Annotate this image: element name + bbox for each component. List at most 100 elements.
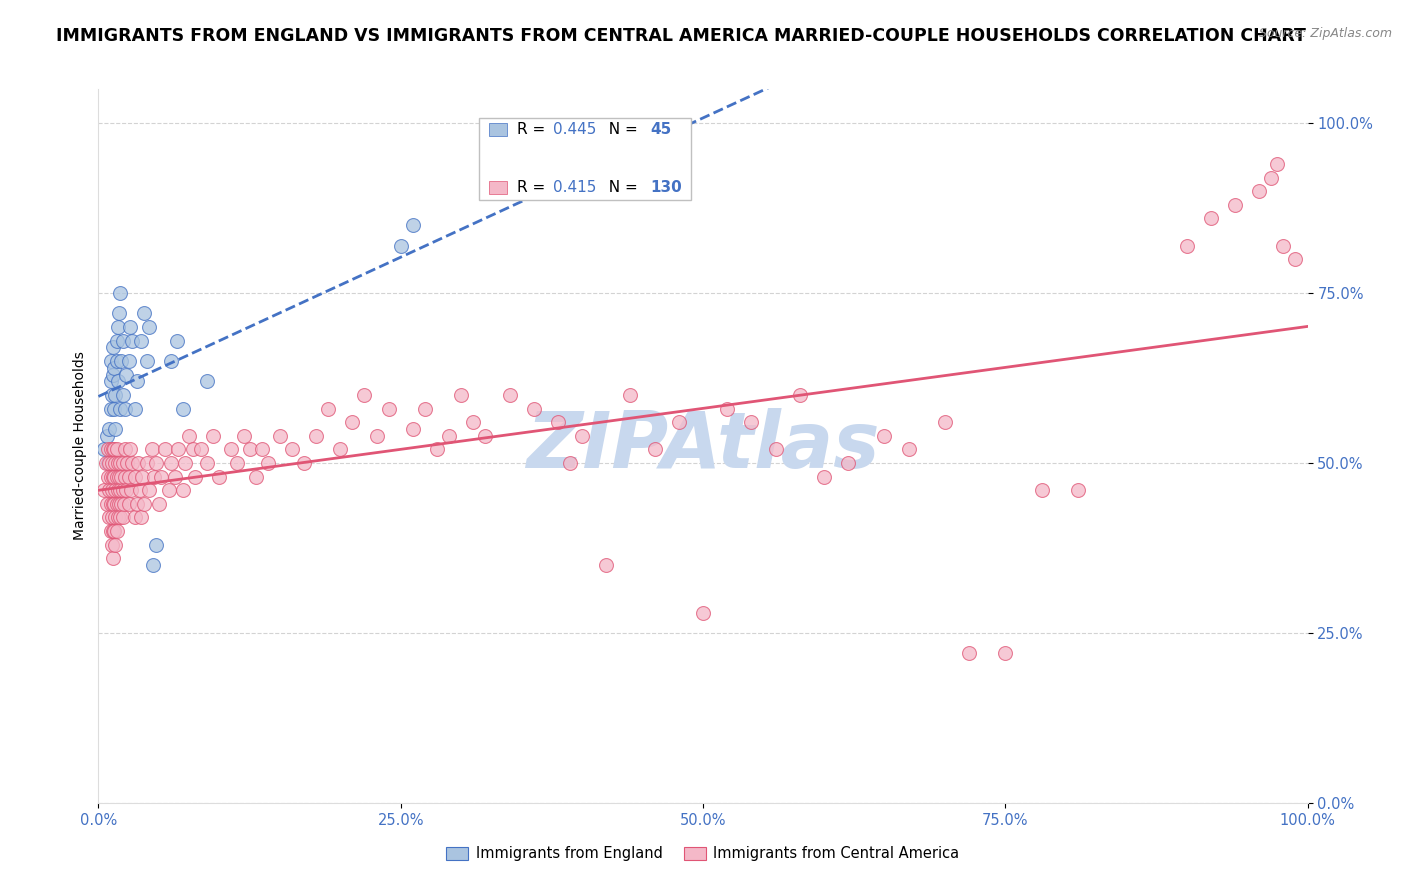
Point — [232, 429, 254, 443]
Point — [104, 483, 127, 498]
Point — [107, 375, 129, 389]
Point — [97, 469, 120, 483]
Point — [131, 469, 153, 483]
Point — [239, 442, 262, 457]
Point — [174, 456, 197, 470]
Text: N =: N = — [599, 180, 643, 195]
Point — [108, 306, 131, 320]
Point — [208, 469, 231, 483]
Point — [135, 354, 157, 368]
Point — [153, 442, 176, 457]
Y-axis label: Married-couple Households: Married-couple Households — [73, 351, 87, 541]
Point — [145, 456, 167, 470]
Point — [97, 442, 120, 457]
Point — [104, 537, 127, 551]
Point — [127, 456, 149, 470]
Point — [103, 401, 125, 416]
Point — [644, 442, 666, 457]
Point — [100, 469, 122, 483]
Point — [1175, 238, 1198, 252]
Point — [897, 442, 920, 457]
Point — [93, 442, 115, 457]
Point — [114, 401, 136, 416]
Point — [100, 537, 122, 551]
Point — [716, 401, 738, 416]
Point — [111, 510, 134, 524]
Point — [668, 415, 690, 429]
Point — [111, 388, 134, 402]
Point — [167, 442, 190, 457]
Point — [134, 497, 156, 511]
Point — [145, 537, 167, 551]
Point — [101, 524, 124, 538]
Point — [873, 429, 896, 443]
Text: R =: R = — [517, 122, 550, 137]
Point — [127, 375, 149, 389]
Point — [305, 429, 328, 443]
Point — [118, 354, 141, 368]
Point — [96, 429, 118, 443]
Point — [957, 646, 980, 660]
Point — [97, 456, 120, 470]
Point — [118, 497, 141, 511]
Point — [166, 334, 188, 348]
Point — [124, 510, 146, 524]
Point — [426, 442, 449, 457]
Point — [124, 469, 146, 483]
Point — [111, 334, 134, 348]
Point — [107, 456, 129, 470]
Point — [101, 497, 124, 511]
Point — [100, 354, 122, 368]
Point — [138, 483, 160, 498]
Point — [108, 286, 131, 301]
Point — [118, 442, 141, 457]
Point — [104, 510, 127, 524]
Point — [105, 524, 128, 538]
Point — [107, 510, 129, 524]
Point — [118, 469, 141, 483]
Point — [114, 442, 136, 457]
Point — [110, 469, 132, 483]
Point — [437, 429, 460, 443]
Point — [103, 524, 125, 538]
Point — [765, 442, 787, 457]
Point — [245, 469, 267, 483]
Point — [114, 469, 136, 483]
Point — [129, 334, 152, 348]
Point — [402, 422, 425, 436]
Point — [150, 469, 173, 483]
Point — [837, 456, 859, 470]
Point — [934, 415, 956, 429]
Point — [402, 218, 425, 232]
Point — [463, 415, 485, 429]
Point — [202, 429, 225, 443]
Point — [789, 388, 811, 402]
Point — [105, 497, 128, 511]
Point — [179, 429, 201, 443]
Point — [135, 456, 157, 470]
Point — [118, 320, 141, 334]
Point — [281, 442, 304, 457]
Point — [292, 456, 315, 470]
Point — [190, 442, 212, 457]
Point — [1267, 157, 1289, 171]
Point — [172, 401, 194, 416]
Point — [105, 442, 128, 457]
Point — [104, 456, 127, 470]
Point — [558, 456, 581, 470]
Point — [104, 388, 127, 402]
Point — [107, 483, 129, 498]
Point — [100, 483, 122, 498]
Point — [98, 422, 121, 436]
Point — [1249, 184, 1271, 198]
Text: 0.445: 0.445 — [554, 122, 596, 137]
Point — [121, 456, 143, 470]
Point — [103, 360, 125, 375]
Point — [93, 483, 115, 498]
Point — [195, 375, 218, 389]
Point — [98, 510, 121, 524]
Text: 45: 45 — [650, 122, 672, 137]
Point — [316, 401, 339, 416]
Point — [250, 442, 273, 457]
Point — [129, 510, 152, 524]
